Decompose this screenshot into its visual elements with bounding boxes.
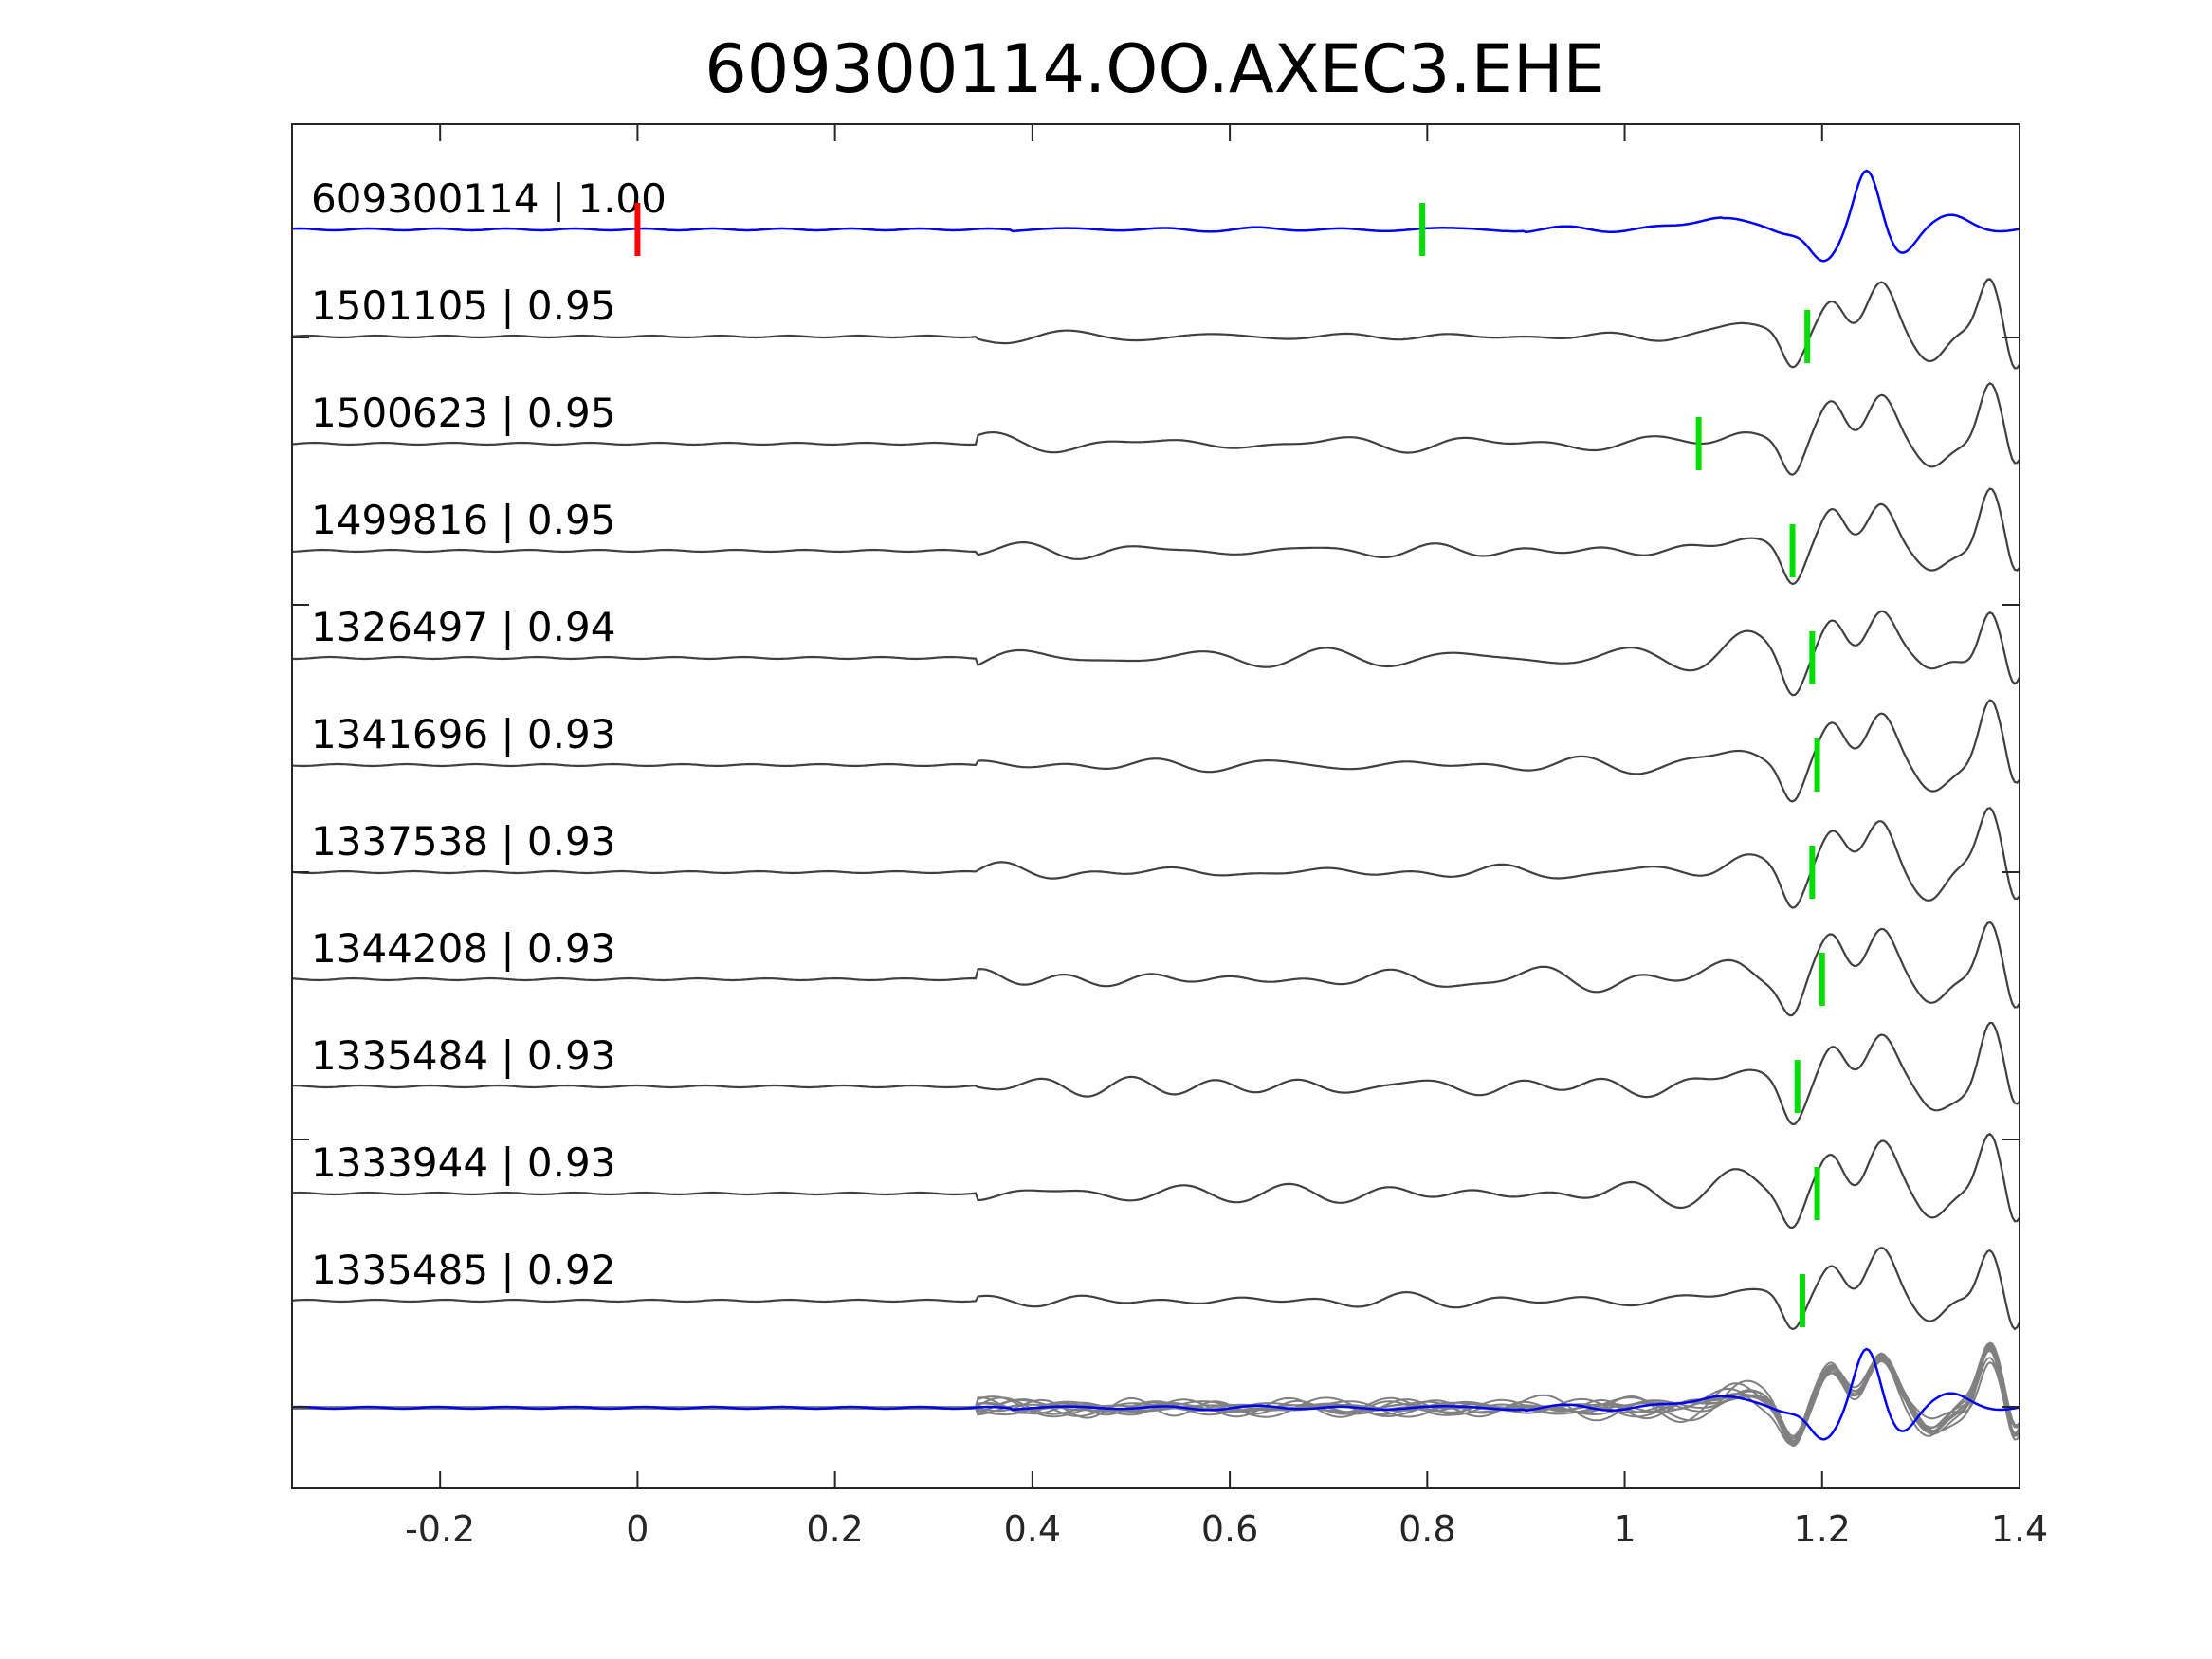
trace-line-1337538 — [291, 806, 2020, 909]
overlay-trace-1333944 — [291, 1347, 2020, 1444]
trace-label-1337538: 1337538 | 0.93 — [311, 818, 615, 865]
trace-label-1501105: 1501105 | 0.95 — [311, 283, 615, 329]
trace-label-1326497: 1326497 | 0.94 — [311, 604, 615, 650]
trace-row-1335484: 1335484 | 0.93 — [291, 1021, 2020, 1126]
x-tick-label: 1 — [1613, 1508, 1636, 1550]
trace-label-1500623: 1500623 | 0.95 — [311, 390, 615, 436]
plot-frame — [291, 123, 2020, 1489]
x-tick-label: 1.2 — [1794, 1508, 1851, 1550]
trace-line-1501105 — [291, 278, 2020, 370]
traces-layer: 609300114 | 1.00 1501105 | 0.95 1500623 | … — [291, 169, 2020, 1448]
axes-layer: -0.2 0 0.2 0.4 0.6 0.8 1 1.2 1.4 — [291, 123, 2048, 1550]
x-tick-label: 0.6 — [1201, 1508, 1258, 1550]
x-tick-label: 1.4 — [1991, 1508, 2048, 1550]
overlay-trace-1335484 — [291, 1342, 2020, 1448]
x-tick-label: 0.4 — [1004, 1508, 1061, 1550]
trace-label-1499816: 1499816 | 0.95 — [311, 497, 615, 543]
trace-row-1341696: 1341696 | 0.93 — [291, 699, 2020, 803]
trace-label-1344208: 1344208 | 0.93 — [311, 925, 615, 972]
trace-label-1341696: 1341696 | 0.93 — [311, 711, 615, 757]
trace-line-609300114 — [291, 169, 2020, 263]
trace-line-1333944 — [291, 1132, 2020, 1230]
trace-row-1333944: 1333944 | 0.93 — [291, 1132, 2020, 1230]
trace-row-1500623: 1500623 | 0.95 — [291, 381, 2020, 476]
trace-line-1341696 — [291, 699, 2020, 803]
x-tick-label: -0.2 — [405, 1508, 475, 1550]
overlay-trace-1501105 — [291, 1349, 2020, 1441]
chart-title: 609300114.OO.AXEC3.EHE — [704, 30, 1605, 108]
trace-label-1335484: 1335484 | 0.93 — [311, 1032, 615, 1079]
trace-line-1335484 — [291, 1021, 2020, 1126]
trace-label-1335485: 1335485 | 0.92 — [311, 1247, 615, 1293]
trace-line-1499816 — [291, 487, 2020, 586]
x-tick-label: 0.8 — [1398, 1508, 1455, 1550]
trace-row-1501105: 1501105 | 0.95 — [291, 278, 2020, 370]
trace-row-609300114: 609300114 | 1.00 — [291, 169, 2020, 263]
trace-row-1335485: 1335485 | 0.92 — [291, 1246, 2020, 1331]
overlay-template-trace — [291, 1347, 2020, 1441]
trace-row-1337538: 1337538 | 0.93 — [291, 806, 2020, 909]
x-tick-label: 0 — [626, 1508, 649, 1550]
trace-label-1333944: 1333944 | 0.93 — [311, 1139, 615, 1186]
trace-row-1326497: 1326497 | 0.94 — [291, 604, 2020, 697]
x-tick-label: 0.2 — [806, 1508, 863, 1550]
trace-row-1344208: 1344208 | 0.93 — [291, 921, 2020, 1017]
trace-row-1499816: 1499816 | 0.95 — [291, 487, 2020, 586]
trace-line-1335485 — [291, 1246, 2020, 1331]
overlay-stack — [291, 1341, 2020, 1448]
trace-label-609300114: 609300114 | 1.00 — [311, 175, 667, 222]
trace-line-1500623 — [291, 381, 2020, 476]
trace-line-1344208 — [291, 921, 2020, 1017]
trace-line-1326497 — [291, 610, 2020, 697]
